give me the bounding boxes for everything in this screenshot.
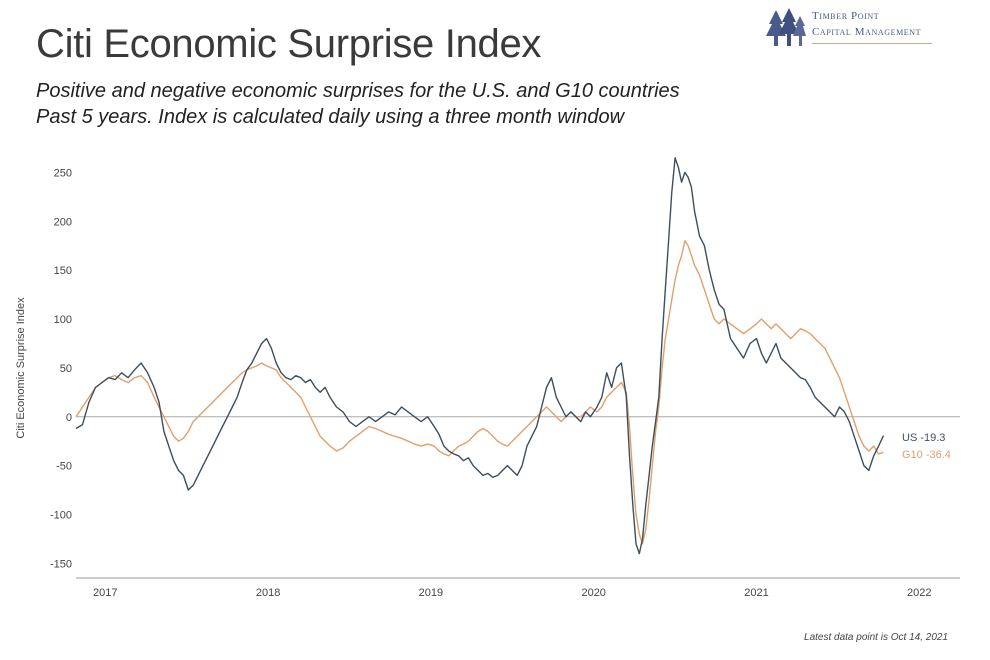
y-tick-label: -150 <box>50 558 72 570</box>
x-tick-label: 2019 <box>419 587 443 599</box>
x-tick-label: 2018 <box>256 587 280 599</box>
y-tick-label: 250 <box>54 167 72 179</box>
y-axis-title: Citi Economic Surprise Index <box>15 297 27 439</box>
y-tick-label: 150 <box>54 265 72 277</box>
y-tick-label: -100 <box>50 509 72 521</box>
y-tick-label: 50 <box>60 363 72 375</box>
y-tick-label: 0 <box>66 412 72 424</box>
logo-line-2: Capital Management <box>812 26 922 38</box>
subtitle-line-2: Past 5 years. Index is calculated daily … <box>36 106 625 128</box>
y-tick-labels: -150 -100 -50 0 50 100 150 200 250 <box>50 167 72 570</box>
end-label-us: US -19.3 <box>902 432 945 444</box>
y-axis: Citi Economic Surprise Index -150 -100 -50… <box>15 167 72 570</box>
logo-rule <box>812 43 932 44</box>
end-label-g10: G10 -36.4 <box>902 449 951 461</box>
series-line-us <box>75 157 885 555</box>
x-tick-label: 2017 <box>93 587 117 599</box>
subtitle-line-1: Positive and negative economic surprises… <box>36 80 680 102</box>
x-tick-label: 2021 <box>744 587 768 599</box>
x-tick-label: 2020 <box>581 587 605 599</box>
y-tick-label: 100 <box>54 314 72 326</box>
surprise-index-chart: Citi Economic Surprise Index -150 -100 -50… <box>15 157 960 599</box>
pine-trees-icon <box>766 8 806 46</box>
logo-line-1: Timber Point <box>812 10 880 22</box>
plot-area: 2017 2018 2019 2020 2021 2022 US -19.3 G10 -3… <box>75 157 960 599</box>
y-tick-label: 200 <box>54 216 72 228</box>
footnote: Latest data point is Oct 14, 2021 <box>804 632 948 643</box>
company-logo: Timber Point Capital Management <box>762 6 942 52</box>
x-tick-labels: 2017 2018 2019 2020 2021 2022 <box>93 587 931 599</box>
y-tick-label: -50 <box>56 461 72 473</box>
x-tick-label: 2022 <box>907 587 931 599</box>
page-title: Citi Economic Surprise Index <box>36 22 542 66</box>
series-line-g10 <box>75 240 884 545</box>
